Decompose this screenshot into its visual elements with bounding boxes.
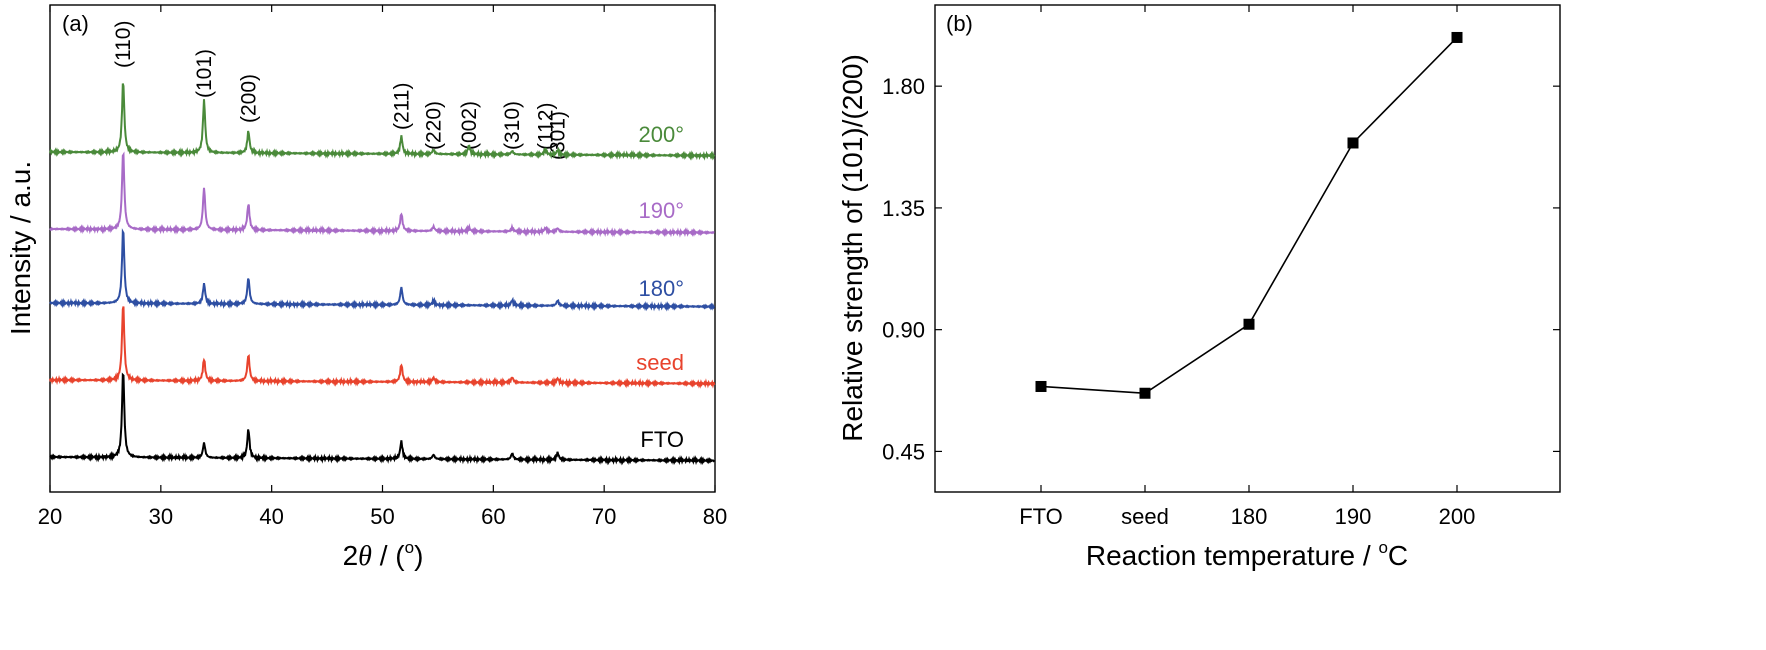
ratio-x-tick-label: seed — [1121, 504, 1169, 529]
ratio-data-point — [1035, 380, 1047, 392]
ratio-x-label-main: Reaction temperature / — [1086, 540, 1379, 571]
xrd-x-axis-label: 2θ / (o) — [343, 538, 424, 572]
ratio-data-point — [1243, 318, 1255, 330]
xrd-x-tick-label: 20 — [38, 504, 62, 529]
xrd-series-line — [49, 372, 716, 466]
xrd-series-labels: FTO seed 180° 190° 200° — [636, 122, 684, 452]
ratio-plot-frame — [934, 4, 1561, 493]
xrd-plot-frame — [49, 4, 716, 493]
xrd-series-label: FTO — [640, 427, 684, 452]
ratio-series-line — [1040, 36, 1458, 395]
ratio-x-tick-label: 190 — [1335, 504, 1372, 529]
ratio-y-tick-label: 1.35 — [882, 196, 925, 221]
xrd-x-label-suffix: / ( — [372, 540, 405, 571]
ratio-y-tick-label: 0.90 — [882, 318, 925, 343]
ratio-x-ticks: FTO seed 180 190 200 — [1019, 5, 1475, 529]
xrd-x-label-prefix: 2 — [343, 540, 359, 571]
xrd-peak-label: (002) — [458, 101, 481, 150]
xrd-x-tick-label: 60 — [481, 504, 505, 529]
xrd-x-tick-label: 70 — [592, 504, 616, 529]
xrd-peak-label: (112) — [534, 103, 557, 150]
xrd-x-label-close: ) — [414, 540, 423, 571]
xrd-series-label: 180° — [638, 276, 684, 301]
xrd-x-tick-label: 30 — [149, 504, 173, 529]
xrd-series-label: 190° — [638, 198, 684, 223]
xrd-series-label: seed — [636, 350, 684, 375]
xrd-series-label: 200° — [638, 122, 684, 147]
ratio-x-tick-label: 200 — [1439, 504, 1476, 529]
xrd-peak-label: (211) — [390, 83, 413, 130]
panel-a-label: (a) — [62, 11, 89, 36]
xrd-x-tick-label: 50 — [370, 504, 394, 529]
xrd-peak-label: (110) — [112, 21, 135, 68]
xrd-panel: (a) 20 30 40 50 60 70 80 (110)(101)(200) (211)(… — [5, 4, 727, 572]
ratio-x-axis-label: Reaction temperature / oC — [1086, 538, 1408, 571]
ratio-y-tick-label: 0.45 — [882, 439, 925, 464]
xrd-x-label-theta: θ — [358, 541, 372, 572]
xrd-y-axis-label: Intensity / a.u. — [5, 161, 36, 335]
xrd-x-tick-label: 40 — [259, 504, 283, 529]
xrd-peak-label: (101) — [193, 49, 216, 98]
ratio-x-tick-label: FTO — [1019, 504, 1063, 529]
ratio-x-tick-label: 180 — [1231, 504, 1268, 529]
ratio-x-label-unit: C — [1388, 540, 1408, 571]
ratio-data-point — [1139, 387, 1151, 399]
ratio-x-label-degree: o — [1378, 538, 1387, 557]
xrd-peak-label: (200) — [237, 74, 260, 123]
ratio-series — [1035, 31, 1463, 399]
xrd-series-line — [49, 151, 715, 238]
xrd-x-tick-label: 80 — [703, 504, 727, 529]
panel-b-label: (b) — [946, 11, 973, 36]
xrd-x-label-degree: o — [405, 538, 414, 557]
xrd-series — [49, 83, 716, 466]
ratio-y-ticks: 0.45 0.90 1.35 1.80 — [882, 74, 1560, 464]
xrd-series-line — [49, 306, 716, 389]
xrd-peak-label: (301) — [547, 111, 570, 160]
ratio-y-axis-label: Relative strength of (101)/(200) — [837, 54, 868, 442]
xrd-series-line — [49, 228, 716, 312]
xrd-x-ticks: 20 30 40 50 60 70 80 — [38, 5, 727, 529]
xrd-series-line — [49, 83, 716, 161]
xrd-peak-labels: (110) (101) (200) (211) (220) (002) (310) (112)… — [112, 21, 569, 160]
ratio-data-point — [1347, 137, 1359, 149]
ratio-y-tick-label: 1.80 — [882, 74, 925, 99]
xrd-peak-label: (310) — [501, 101, 524, 150]
ratio-panel: (b) 0.45 0.90 1.35 1.80 FTO seed 180 190 200 Re… — [837, 4, 1561, 571]
xrd-peak-label: (220) — [422, 101, 445, 150]
ratio-data-point — [1451, 31, 1463, 43]
